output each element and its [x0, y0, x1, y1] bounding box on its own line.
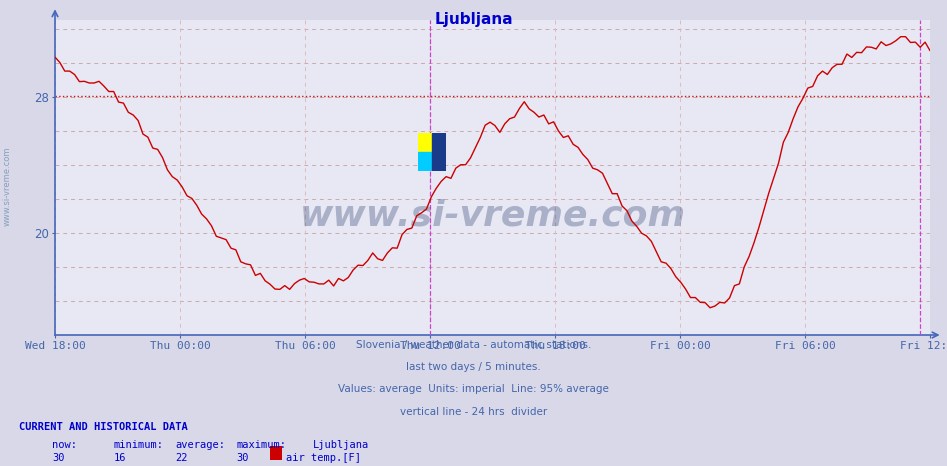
Text: minimum:: minimum: — [114, 440, 164, 450]
Text: now:: now: — [52, 440, 77, 450]
Text: Slovenia / weather data - automatic stations.: Slovenia / weather data - automatic stat… — [356, 340, 591, 350]
Bar — [419, 133, 432, 152]
Text: 30: 30 — [52, 453, 64, 463]
Text: 30: 30 — [237, 453, 249, 463]
Text: 16: 16 — [114, 453, 126, 463]
Text: air temp.[F]: air temp.[F] — [286, 453, 361, 463]
Text: Ljubljana: Ljubljana — [434, 12, 513, 27]
Bar — [432, 133, 446, 171]
Text: Ljubljana: Ljubljana — [313, 440, 368, 450]
Text: CURRENT AND HISTORICAL DATA: CURRENT AND HISTORICAL DATA — [19, 422, 188, 432]
Text: vertical line - 24 hrs  divider: vertical line - 24 hrs divider — [400, 407, 547, 417]
Text: 22: 22 — [175, 453, 188, 463]
Text: www.si-vreme.com: www.si-vreme.com — [299, 199, 686, 232]
Text: www.si-vreme.com: www.si-vreme.com — [3, 147, 12, 226]
Bar — [419, 152, 432, 171]
Text: Values: average  Units: imperial  Line: 95% average: Values: average Units: imperial Line: 95… — [338, 384, 609, 394]
Text: maximum:: maximum: — [237, 440, 287, 450]
Text: average:: average: — [175, 440, 225, 450]
Text: last two days / 5 minutes.: last two days / 5 minutes. — [406, 362, 541, 372]
